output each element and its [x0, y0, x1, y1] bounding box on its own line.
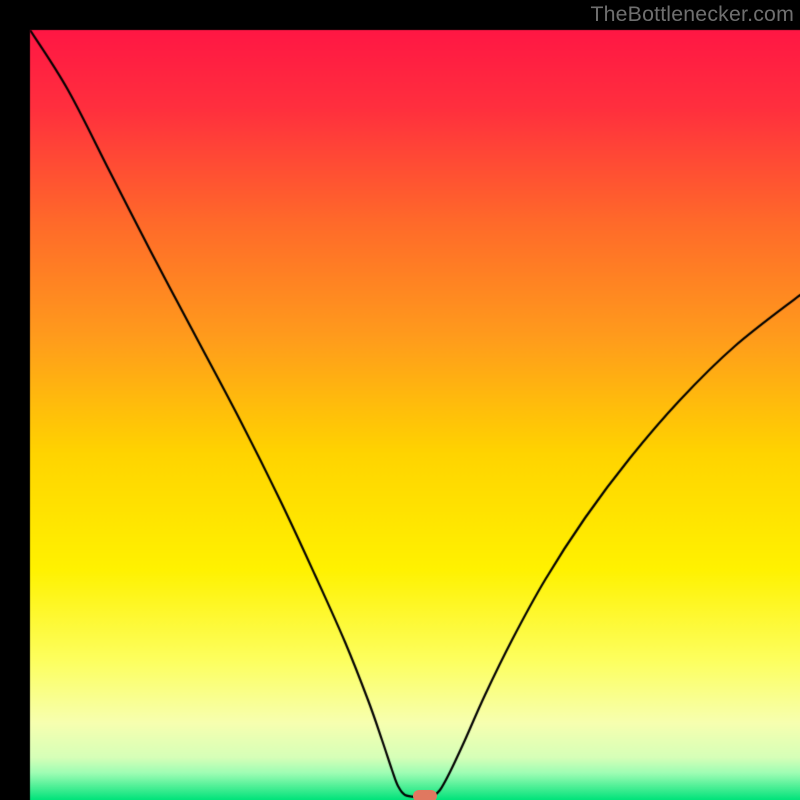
optimum-marker [413, 790, 437, 800]
watermark-text: TheBottlenecker.com [590, 2, 794, 27]
bottleneck-curve [0, 0, 800, 800]
